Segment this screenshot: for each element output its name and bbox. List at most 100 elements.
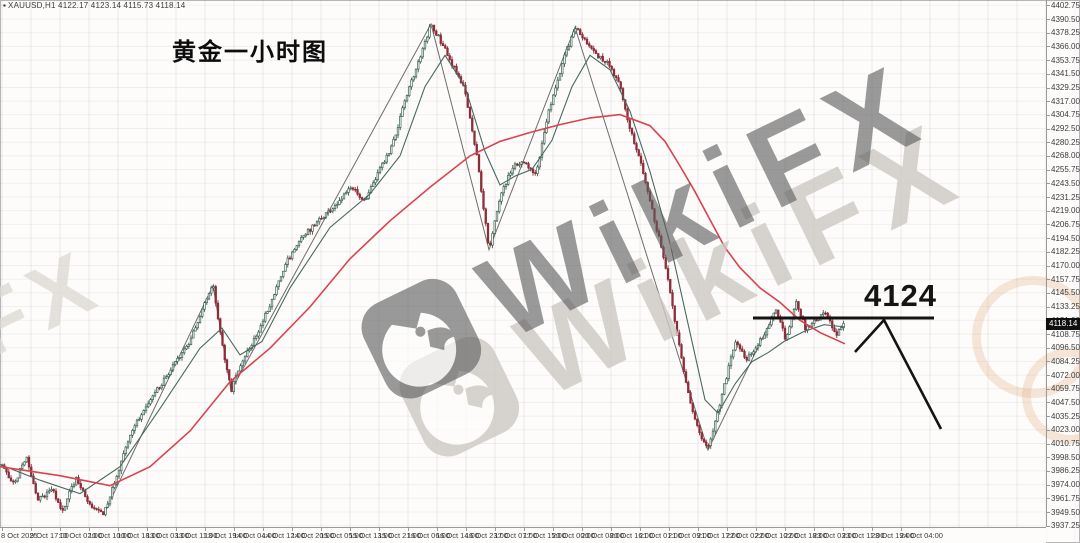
price-axis-tick (1047, 128, 1050, 130)
time-axis-label: 20 Oct 08:00 (581, 531, 624, 540)
time-axis-label: 14 Oct 04:00 (233, 531, 276, 540)
time-axis-tick (727, 528, 728, 531)
price-axis-label: 4390.50 (1051, 14, 1080, 24)
price-axis-tick (1047, 114, 1050, 116)
time-axis-tick (640, 528, 641, 531)
price-axis-label: 4010.75 (1051, 439, 1080, 448)
time-axis-label: 13 Oct 11:00 (175, 531, 218, 540)
price-axis-tick (1047, 251, 1050, 253)
annotation-arrow[interactable] (854, 317, 943, 430)
price-axis[interactable]: 4402.75 4390.50 4378.25 4366.00 4353.75 4341.… (1046, 0, 1080, 531)
price-axis-label: 4255.75 (1051, 165, 1080, 175)
time-axis-tick (553, 528, 554, 531)
current-price-tag: 4118.14 (1046, 317, 1080, 330)
price-axis-label: 4402.75 (1051, 0, 1080, 10)
price-axis-tick (1047, 416, 1050, 418)
ma-teal-line (0, 54, 846, 495)
time-axis-label: 15 Oct 13:00 (349, 531, 392, 540)
time-axis-label: 20 Oct 00:00 (552, 531, 595, 540)
time-axis-tick (118, 528, 119, 531)
annotation-price-label[interactable]: 4124 (864, 278, 937, 313)
price-axis-tick (1047, 402, 1050, 404)
price-axis-label: 3949.50 (1051, 507, 1080, 517)
price-axis-label: 4182.25 (1051, 247, 1080, 257)
time-axis-tick (350, 528, 351, 531)
price-axis-label: 4047.50 (1051, 397, 1080, 407)
time-axis-label: 22 Oct 18:00 (784, 531, 827, 540)
time-axis-label: 21 Oct 01:00 (639, 531, 682, 540)
price-axis-tick (1047, 238, 1050, 240)
time-axis-tick (901, 528, 902, 531)
time-axis-label: 22 Oct 10:00 (755, 531, 798, 540)
time-axis-label: 21 Oct 17:00 (697, 531, 740, 540)
time-axis-tick (582, 528, 583, 531)
price-axis-label: 4219.00 (1051, 206, 1080, 216)
time-axis-tick (205, 528, 206, 531)
price-axis-tick (1047, 512, 1050, 513)
time-axis-label: 16 Oct 23:00 (465, 531, 508, 540)
price-axis-tick (1047, 142, 1050, 144)
price-axis-tick (1047, 457, 1050, 459)
price-axis-tick (1047, 87, 1050, 89)
price-axis-label: 4133.25 (1051, 302, 1080, 312)
candles (0, 24, 845, 517)
price-axis-label: 4329.25 (1051, 83, 1080, 92)
price-axis-label: 4084.25 (1051, 356, 1080, 366)
time-axis-label: 16 Oct 06:00 (407, 531, 450, 540)
time-axis-label: 9 Oct 17:00 (30, 531, 69, 540)
chart-title: 黄金一小时图 (172, 39, 328, 66)
price-axis-label: 4243.50 (1051, 178, 1080, 188)
time-axis-label: 22 Oct 02:00 (726, 531, 769, 540)
price-axis-label: 4317.00 (1051, 96, 1080, 106)
time-axis-tick (785, 528, 786, 531)
price-axis-label: 3986.25 (1051, 466, 1080, 476)
time-axis-label: 8 Oct 2025 (1, 531, 38, 540)
time-axis[interactable]: 8 Oct 2025 9 Oct 17:00 10 Oct 02:00 10 Oct … (0, 527, 1046, 543)
grid (0, 0, 1047, 527)
price-axis-tick (1047, 498, 1050, 500)
price-axis-label: 4035.25 (1051, 411, 1080, 421)
price-axis-tick (1047, 169, 1050, 171)
time-axis-label: 13 Oct 19:00 (204, 531, 247, 540)
time-axis-label: 17 Oct 07:00 (494, 531, 537, 540)
time-axis-tick (2, 528, 3, 531)
price-axis-label: 4280.25 (1051, 137, 1080, 147)
price-axis-label: 4292.50 (1051, 124, 1080, 133)
time-axis-label: 23 Oct 11:00 (842, 531, 885, 540)
price-axis-tick (1047, 5, 1050, 7)
time-axis-tick (379, 528, 380, 531)
time-axis-tick (176, 528, 177, 531)
time-axis-tick (234, 528, 235, 531)
time-axis-tick (60, 528, 61, 531)
price-axis-label: 3974.00 (1051, 480, 1080, 490)
time-axis-tick (292, 528, 293, 531)
time-axis-tick (147, 528, 148, 531)
time-axis-label: 14 Oct 12:00 (262, 531, 305, 540)
price-axis-label: 4157.75 (1051, 274, 1080, 284)
time-axis-tick (872, 528, 873, 531)
time-axis-tick (611, 528, 612, 531)
price-axis-tick (1047, 183, 1050, 185)
price-axis-tick (1047, 224, 1050, 226)
time-axis-tick (843, 528, 844, 531)
price-axis-tick (1047, 46, 1050, 48)
time-axis-label: 16 Oct 14:00 (436, 531, 479, 540)
time-axis-tick (89, 528, 90, 531)
price-axis-tick (1047, 375, 1050, 377)
price-axis-tick (1047, 73, 1050, 75)
price-axis-tick (1047, 32, 1050, 34)
time-axis-label: 17 Oct 15:00 (523, 531, 566, 540)
time-axis-tick (698, 528, 699, 531)
price-axis-label: 4268.00 (1051, 151, 1080, 161)
price-axis-tick (1047, 60, 1050, 62)
price-axis-tick (1047, 292, 1050, 294)
price-axis-tick (1047, 279, 1050, 281)
price-axis-label: 4023.00 (1051, 425, 1080, 435)
price-axis-label: 3998.50 (1051, 452, 1080, 462)
window-icon: ▪ (3, 1, 7, 10)
time-axis-label: 14 Oct 20:00 (291, 531, 334, 540)
price-axis-label: 3937.25 (1051, 521, 1080, 531)
price-axis-label: 4206.75 (1051, 219, 1080, 229)
